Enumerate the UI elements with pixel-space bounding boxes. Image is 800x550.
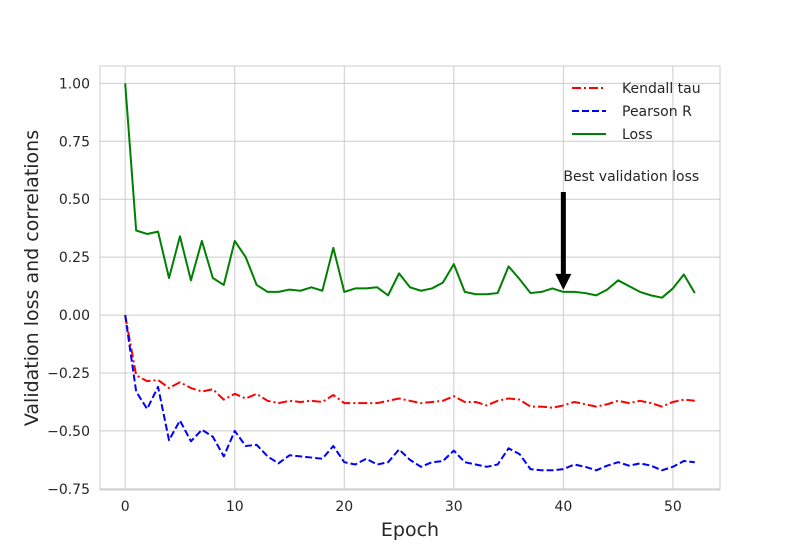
y-tick-label: −0.75 bbox=[47, 482, 90, 498]
legend-label: Pearson R bbox=[622, 104, 692, 120]
y-tick-label: 0.75 bbox=[59, 134, 90, 150]
series-line-pearson-r bbox=[124, 314, 695, 472]
tick-labels: 0 10 20 30 40 50 −0.75 −0.50 −0.25 0.00 0.25 0.50 0.… bbox=[47, 76, 682, 515]
y-tick-label: 1.00 bbox=[59, 76, 90, 92]
series-layer bbox=[124, 83, 696, 472]
x-axis-label: Epoch bbox=[381, 519, 439, 541]
x-tick-label: 10 bbox=[226, 499, 244, 515]
series-line-kendall-tau bbox=[124, 314, 695, 409]
annotation: Best validation loss bbox=[555, 169, 699, 290]
x-tick-label: 0 bbox=[121, 499, 130, 515]
legend-label: Kendall tau bbox=[622, 81, 701, 97]
x-tick-label: 20 bbox=[335, 499, 353, 515]
y-tick-label: −0.25 bbox=[47, 366, 90, 382]
legend-label: Loss bbox=[622, 127, 653, 143]
annotation-arrow-head bbox=[555, 273, 572, 290]
y-tick-label: −0.50 bbox=[47, 424, 90, 440]
annotation-text: Best validation loss bbox=[563, 169, 699, 185]
y-axis-label: Validation loss and correlations bbox=[21, 130, 43, 426]
plot-area bbox=[99, 65, 721, 491]
x-tick-label: 30 bbox=[445, 499, 463, 515]
y-tick-label: 0.00 bbox=[59, 308, 90, 324]
x-tick-label: 50 bbox=[664, 499, 682, 515]
x-tick-label: 40 bbox=[554, 499, 572, 515]
y-tick-label: 0.25 bbox=[59, 250, 90, 266]
y-tick-label: 0.50 bbox=[59, 192, 90, 208]
grid bbox=[100, 66, 720, 490]
series-line-loss bbox=[124, 83, 696, 299]
legend: Kendall tau Pearson R Loss bbox=[572, 81, 701, 143]
